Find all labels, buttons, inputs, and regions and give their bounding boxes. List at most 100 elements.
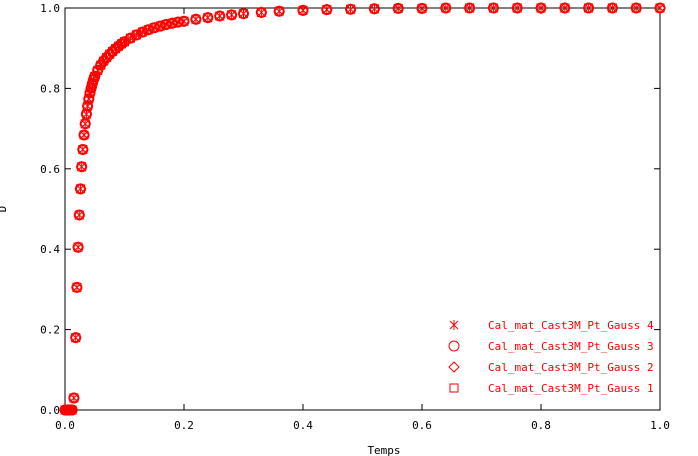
data-point: [202, 11, 214, 24]
data-point: [102, 52, 112, 62]
data-point: [75, 161, 88, 173]
data-point: [441, 3, 451, 13]
data-point: [190, 13, 202, 25]
legend-label: Cal_mat_Cast3M_Pt_Gauss 2: [488, 361, 654, 374]
legend-marker-asterisk: [449, 320, 459, 330]
data-point: [511, 2, 523, 14]
data-point: [606, 2, 619, 14]
data-point: [173, 17, 183, 27]
data-point: [178, 15, 190, 27]
data-point: [393, 3, 403, 13]
data-point: [256, 7, 266, 17]
data-point: [79, 118, 91, 130]
legend-label: Cal_mat_Cast3M_Pt_Gauss 1: [488, 382, 654, 395]
data-point: [108, 46, 118, 56]
data-point: [607, 3, 617, 13]
data-point: [172, 16, 184, 28]
data-point: [80, 108, 93, 120]
data-point: [344, 3, 357, 15]
data-point: [536, 3, 546, 13]
data-point: [142, 24, 155, 36]
x-tick-label: 0.0: [55, 419, 75, 432]
data-point: [78, 129, 90, 141]
axis-ticks: 0.0 0.2 0.4 0.6 0.8 1.0 0.0 0.2 0.4 0.6 0.8 1.0: [40, 2, 670, 432]
data-point: [81, 100, 94, 112]
data-point: [77, 162, 87, 172]
data-point: [167, 18, 177, 28]
data-point: [161, 19, 171, 29]
data-point: [225, 9, 238, 21]
y-tick-label: 0.8: [40, 82, 60, 95]
data-point: [535, 2, 547, 14]
data-point: [203, 13, 213, 23]
y-axis-label: D: [0, 206, 9, 213]
legend-label: Cal_mat_Cast3M_Pt_Gauss 3: [488, 340, 654, 353]
data-point: [346, 4, 356, 14]
data-point: [487, 2, 500, 14]
data-point: [297, 4, 309, 17]
data-point: [68, 392, 80, 404]
x-axis-label: Temps: [367, 444, 400, 456]
data-point: [560, 3, 570, 13]
data-point: [80, 119, 90, 129]
data-point: [215, 11, 225, 21]
data-point: [72, 241, 84, 253]
data-point: [74, 210, 84, 220]
data-point: [654, 2, 666, 14]
data-point: [79, 130, 89, 140]
data-point: [465, 3, 475, 13]
data-point: [416, 2, 428, 15]
data-point: [630, 2, 642, 14]
data-points: [59, 2, 666, 416]
data-point: [417, 3, 427, 13]
y-tick-label: 0.0: [40, 404, 60, 417]
plot-frame: [64, 7, 661, 411]
data-point: [67, 405, 77, 415]
data-point: [582, 2, 595, 14]
data-point: [69, 393, 79, 403]
data-point: [237, 7, 250, 20]
data-point: [488, 3, 498, 13]
data-point: [148, 21, 160, 34]
data-point: [369, 4, 379, 14]
x-tick-label: 0.6: [412, 419, 432, 432]
data-point: [73, 209, 85, 221]
legend-marker-circle: [448, 340, 460, 352]
x-tick-label: 0.8: [531, 419, 551, 432]
data-point: [584, 3, 594, 13]
data-point: [321, 3, 333, 16]
x-tick-label: 0.4: [293, 419, 313, 432]
data-point: [77, 143, 89, 156]
data-point: [84, 94, 94, 104]
data-point: [368, 3, 381, 15]
data-point: [463, 2, 476, 14]
y-tick-label: 0.6: [40, 163, 60, 176]
legend-marker-square: [449, 383, 459, 393]
data-point: [66, 404, 78, 416]
legend-marker-diamond: [448, 361, 460, 373]
data-point: [70, 331, 82, 344]
x-tick-label: 1.0: [650, 419, 670, 432]
data-point: [298, 5, 308, 15]
data-point: [71, 333, 81, 343]
data-point: [136, 26, 149, 38]
data-point: [227, 10, 237, 20]
x-tick-label: 0.2: [174, 419, 194, 432]
data-point: [160, 18, 172, 31]
data-point: [239, 9, 248, 19]
legend-label: Cal_mat_Cast3M_Pt_Gauss 4: [488, 319, 654, 332]
data-point: [71, 281, 83, 294]
data-point: [191, 14, 201, 24]
data-point: [166, 17, 178, 29]
data-point: [213, 10, 226, 22]
data-point: [273, 5, 285, 17]
data-point: [440, 2, 452, 14]
data-point: [75, 184, 85, 194]
data-point: [72, 282, 82, 292]
y-tick-label: 1.0: [40, 2, 60, 15]
data-point: [78, 145, 88, 155]
data-point: [130, 29, 143, 41]
data-point: [559, 2, 571, 14]
y-tick-label: 0.4: [40, 243, 60, 256]
